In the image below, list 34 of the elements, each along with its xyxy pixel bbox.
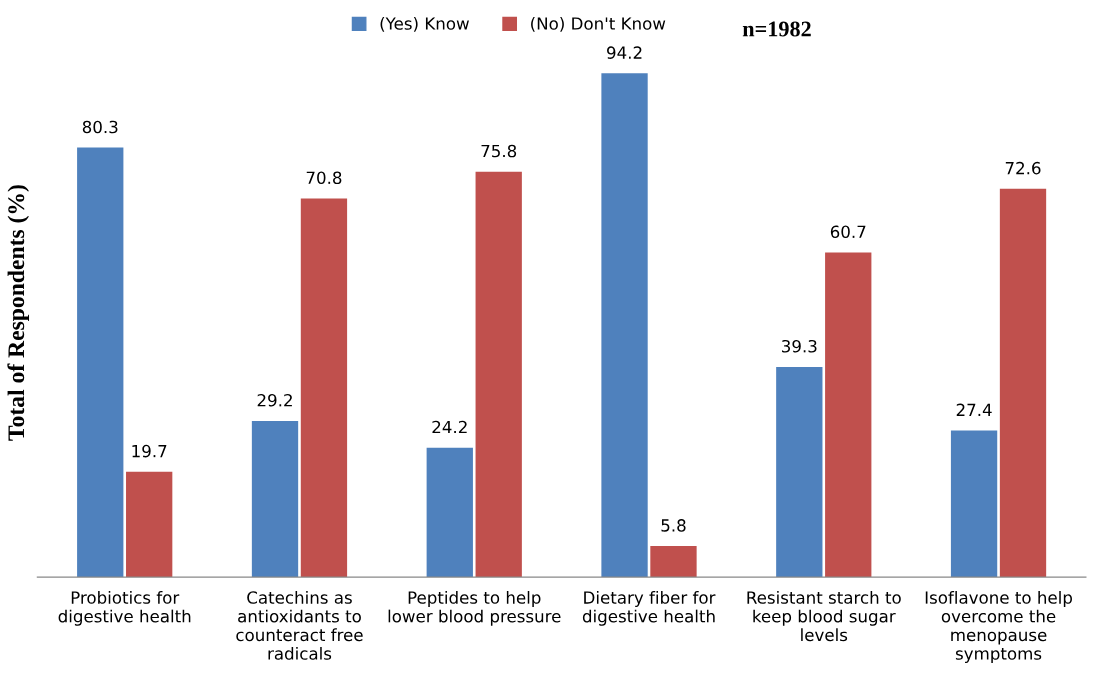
text: n=1982 [742, 21, 811, 37]
data-label: 27.4 [956, 403, 992, 416]
bar [426, 447, 473, 578]
bar [251, 420, 299, 578]
legend-label: (No) Don't Know [531, 16, 666, 32]
bar [126, 471, 173, 578]
bar [77, 147, 124, 578]
data-label: 5.8 [661, 519, 686, 532]
data-label: 60.7 [830, 225, 866, 239]
bar [999, 188, 1047, 578]
bar [601, 73, 648, 578]
x-tick-label: Catechins as antioxidants to counteract free radicals [236, 590, 363, 660]
data-label: 24.2 [432, 420, 467, 434]
legend-label: (Yes) Know [380, 16, 469, 32]
data-label: 94.2 [607, 46, 642, 59]
x-tick-label: Isoflavone to help overcome the menopause symptoms [925, 590, 1072, 664]
data-label: 39.3 [782, 339, 817, 353]
bar [776, 366, 823, 578]
bar [950, 430, 998, 578]
data-label: 75.8 [481, 144, 517, 158]
bar [300, 198, 348, 578]
data-label: 72.6 [1005, 161, 1041, 175]
data-label: 80.3 [82, 120, 118, 134]
bar [475, 171, 522, 578]
data-label: 29.2 [257, 393, 292, 407]
data-label: 70.8 [306, 171, 342, 185]
bar [825, 252, 872, 578]
bar [650, 546, 697, 578]
x-tick-label: Resistant starch to keep blood sugar levels [747, 590, 901, 642]
x-tick-label: Peptides to help lower blood pressure [388, 590, 561, 626]
x-tick-label: Dietary fiber for digestive health [582, 590, 716, 626]
y-axis-title: Total of Respondents (%) [7, 185, 29, 441]
x-tick-label: Probiotics for digestive health [58, 590, 191, 626]
data-label: 19.7 [132, 444, 167, 458]
